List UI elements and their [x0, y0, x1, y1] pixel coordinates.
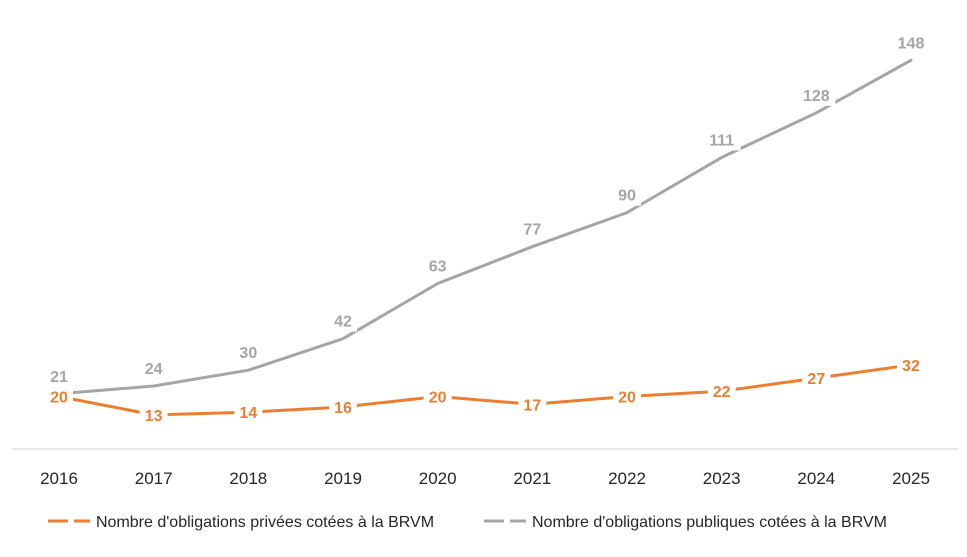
data-label-bg-public	[234, 344, 263, 364]
data-label-bg-public	[797, 86, 836, 106]
data-label-bg-private	[518, 396, 547, 416]
x-tick-label: 2023	[703, 469, 741, 488]
data-label-bg-private	[329, 398, 357, 418]
legend-item-private: Nombre d'obligations privées cotées à la…	[48, 514, 434, 531]
data-label-bg-private	[234, 404, 263, 424]
series-layer	[57, 58, 913, 417]
x-axis-ticks: 2016 2017 2018 2019 2020 2021 2022 2023 2024 2025	[40, 469, 930, 488]
data-label-bg-public	[892, 34, 930, 54]
data-label-private: 32	[902, 358, 920, 375]
data-label-bg-public	[518, 220, 547, 240]
data-label-bg-public	[423, 257, 452, 277]
data-label-bg-public	[613, 186, 641, 206]
data-label-private: 14	[239, 405, 257, 422]
data-label-bg-private	[613, 388, 641, 408]
x-tick-label: 2025	[892, 469, 930, 488]
x-tick-label: 2024	[797, 469, 835, 488]
data-label-bg-private	[802, 370, 831, 390]
data-label-bg-private	[707, 383, 736, 403]
legend: Nombre d'obligations privées cotées à la…	[48, 514, 887, 531]
data-label-public: 30	[239, 345, 257, 362]
data-label-private: 13	[145, 408, 163, 425]
data-label-public: 148	[898, 35, 925, 52]
data-label-private: 20	[50, 389, 68, 406]
legend-label-private: Nombre d'obligations privées cotées à la…	[96, 514, 434, 531]
data-label-private: 20	[618, 389, 636, 406]
x-tick-label: 2018	[229, 469, 267, 488]
data-label-public: 90	[618, 188, 636, 205]
data-label-bg-public	[329, 312, 357, 332]
legend-label-public: Nombre d'obligations publiques cotées à …	[532, 514, 887, 531]
data-label-private: 16	[334, 400, 352, 417]
data-label-private: 27	[807, 371, 825, 388]
data-label-public: 111	[709, 132, 734, 149]
legend-item-public: Nombre d'obligations publiques cotées à …	[484, 514, 887, 531]
data-label-bg-public	[45, 367, 73, 387]
data-label-public: 42	[334, 314, 352, 331]
data-label-public: 77	[523, 222, 541, 239]
x-tick-label: 2019	[324, 469, 362, 488]
data-label-private: 17	[523, 397, 541, 414]
data-label-bg-public	[139, 359, 168, 379]
series-line-public	[57, 58, 913, 396]
data-labels: 20 13 14 16 20 17 20 22 27 32 21 24 30 42 63 77 90 111 128…	[45, 34, 930, 426]
data-label-bg-private	[45, 388, 73, 408]
data-label-bg-private	[423, 388, 452, 408]
series-line-private	[57, 363, 913, 417]
x-tick-label: 2020	[419, 469, 457, 488]
data-label-public: 128	[803, 88, 830, 105]
x-tick-label: 2022	[608, 469, 646, 488]
data-label-bg-public	[702, 131, 741, 151]
data-label-public: 24	[145, 361, 163, 378]
data-label-private: 22	[713, 384, 731, 401]
data-label-public: 63	[429, 259, 447, 276]
x-tick-label: 2016	[40, 469, 78, 488]
data-label-bg-private	[139, 406, 168, 426]
x-tick-label: 2021	[513, 469, 551, 488]
data-label-private: 20	[429, 389, 447, 406]
data-label-public: 21	[50, 369, 68, 386]
data-label-bg-private	[897, 356, 925, 376]
x-tick-label: 2017	[135, 469, 173, 488]
